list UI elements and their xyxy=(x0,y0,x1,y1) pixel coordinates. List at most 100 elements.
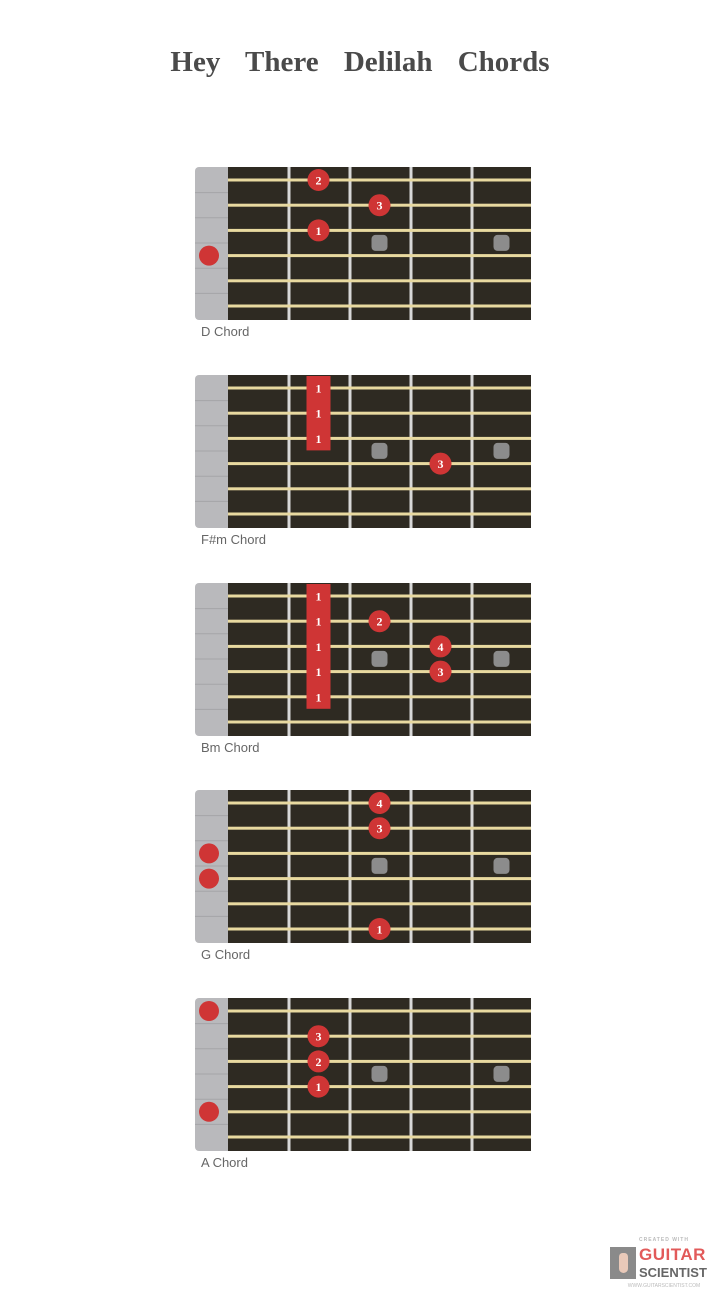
finger-number: 3 xyxy=(316,1030,322,1044)
fret-wire xyxy=(287,790,291,943)
fret-wire xyxy=(470,998,474,1151)
finger-number: 3 xyxy=(377,822,383,836)
finger-number: 4 xyxy=(438,640,444,654)
string xyxy=(228,1110,531,1114)
string xyxy=(228,304,531,308)
chord-label: G Chord xyxy=(201,947,251,962)
chord-diagram: 1 1 1 1 1 2 4 3 Bm Chord xyxy=(195,583,535,756)
fret-wire xyxy=(470,167,474,320)
finger-number: 1 xyxy=(316,382,322,396)
inlay-dot xyxy=(493,442,510,459)
open-string-marker xyxy=(199,245,219,266)
string xyxy=(228,902,531,906)
string xyxy=(228,670,531,674)
finger-dot xyxy=(307,169,330,191)
fret-wire xyxy=(287,998,291,1151)
finger-number: 1 xyxy=(316,407,322,421)
finger-number: 1 xyxy=(377,923,383,937)
inlay-dot xyxy=(371,650,388,667)
finger-number: 3 xyxy=(438,665,444,679)
string xyxy=(228,487,531,491)
finger-dot xyxy=(368,817,391,840)
guitar-scientist-logo: CREATED WITH GUITAR SCIENTIST WWW.GUITAR… xyxy=(610,1236,718,1296)
open-string-marker xyxy=(199,1001,219,1021)
page-title: Hey There Delilah Chords xyxy=(170,46,550,78)
string xyxy=(228,1059,531,1063)
string xyxy=(228,644,531,648)
fret-wire xyxy=(287,583,291,736)
string xyxy=(228,1034,531,1038)
logo-url: WWW.GUITARSCIENTIST.COM xyxy=(627,1283,701,1289)
string xyxy=(228,594,531,598)
finger-dot xyxy=(307,219,330,242)
finger-dot xyxy=(368,194,391,217)
fret-wire xyxy=(409,583,413,736)
finger-number: 2 xyxy=(377,615,383,629)
string xyxy=(228,720,531,724)
fret-wire xyxy=(348,583,352,736)
guitar-icon xyxy=(610,1247,636,1279)
finger-dot xyxy=(429,635,452,658)
finger-number: 2 xyxy=(316,1055,322,1069)
chord-diagram: 3 2 1 A Chord xyxy=(195,998,535,1171)
finger-number: 1 xyxy=(316,224,322,238)
string xyxy=(228,1135,531,1139)
inlay-dot xyxy=(493,1065,510,1082)
inlay-dot xyxy=(493,234,510,251)
string xyxy=(228,1085,531,1089)
finger-number: 1 xyxy=(316,432,322,446)
chord-label: F#m Chord xyxy=(201,532,267,547)
fret-wire xyxy=(409,998,413,1151)
fretboard: 3 2 1 xyxy=(195,998,531,1151)
string xyxy=(228,512,531,516)
fret-wire xyxy=(287,167,291,320)
finger-dot xyxy=(307,1075,330,1098)
chord-label: A Chord xyxy=(201,1155,248,1170)
string xyxy=(228,254,531,258)
finger-number: 1 xyxy=(316,615,322,629)
open-string-marker xyxy=(199,843,219,864)
finger-number: 3 xyxy=(377,199,383,213)
finger-number: 1 xyxy=(316,640,322,654)
string xyxy=(228,877,531,881)
barre xyxy=(306,376,331,451)
string xyxy=(228,851,531,855)
string xyxy=(228,228,531,232)
string xyxy=(228,279,531,283)
finger-number: 3 xyxy=(438,457,444,471)
fretboard: 2 3 1 xyxy=(195,167,531,320)
finger-number: 1 xyxy=(316,690,322,704)
fret-wire xyxy=(348,790,352,943)
fretboard: 1 1 1 1 1 2 4 3 xyxy=(195,583,531,736)
finger-dot xyxy=(368,792,391,814)
logo-word-guitar: GUITAR xyxy=(639,1245,706,1264)
chord-diagram: 1 1 1 3 F#m Chord xyxy=(195,375,535,548)
fret-wire xyxy=(409,167,413,320)
fretboard: 4 3 1 xyxy=(195,790,531,943)
chord-label: D Chord xyxy=(201,324,250,339)
barre xyxy=(306,584,331,709)
fret-wire xyxy=(348,167,352,320)
fret-wire xyxy=(287,375,291,528)
finger-number: 4 xyxy=(377,797,383,811)
finger-dot xyxy=(429,452,452,475)
fret-wire xyxy=(470,790,474,943)
finger-number: 1 xyxy=(316,1080,322,1094)
inlay-dot xyxy=(371,442,388,459)
open-string-marker xyxy=(199,1101,219,1122)
string xyxy=(228,411,531,415)
finger-number: 1 xyxy=(316,665,322,679)
finger-number: 2 xyxy=(316,174,322,188)
inlay-dot xyxy=(371,234,388,251)
string xyxy=(228,695,531,699)
chord-diagram: 4 3 1 G Chord xyxy=(195,790,535,963)
finger-number: 1 xyxy=(316,590,322,604)
fret-wire xyxy=(348,375,352,528)
chord-label: Bm Chord xyxy=(201,740,260,755)
fret-wire xyxy=(470,375,474,528)
fret-wire xyxy=(348,998,352,1151)
inlay-dot xyxy=(493,650,510,667)
fret-wire xyxy=(409,790,413,943)
finger-dot xyxy=(307,1025,330,1048)
inlay-dot xyxy=(371,1065,388,1082)
